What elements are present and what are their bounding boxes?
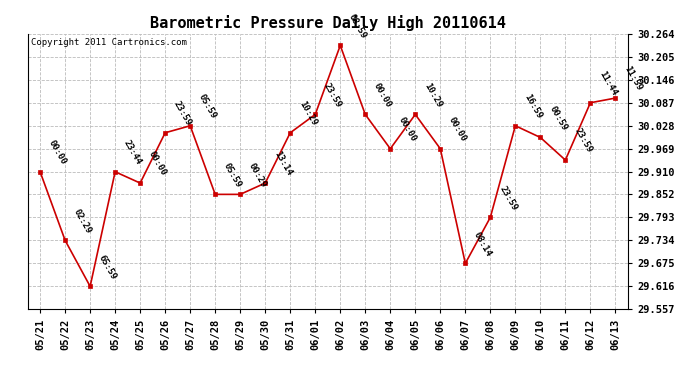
Text: 00:00: 00:00: [47, 138, 68, 166]
Text: 05:59: 05:59: [197, 92, 218, 120]
Text: 00:00: 00:00: [397, 116, 418, 143]
Text: 11:44: 11:44: [598, 69, 618, 97]
Text: Copyright 2011 Cartronics.com: Copyright 2011 Cartronics.com: [30, 38, 186, 47]
Text: 00:00: 00:00: [372, 81, 393, 109]
Text: 23:59: 23:59: [322, 81, 344, 109]
Text: 13:14: 13:14: [272, 150, 293, 177]
Text: 02:29: 02:29: [72, 207, 93, 235]
Text: 23:59: 23:59: [572, 127, 593, 154]
Text: 08:14: 08:14: [472, 230, 493, 258]
Text: 00:59: 00:59: [547, 104, 569, 132]
Text: 00:00: 00:00: [447, 116, 469, 143]
Text: 08:59: 08:59: [347, 12, 368, 40]
Text: 05:59: 05:59: [222, 161, 244, 189]
Text: 23:44: 23:44: [122, 138, 144, 166]
Text: 16:59: 16:59: [522, 92, 544, 120]
Title: Barometric Pressure Daily High 20110614: Barometric Pressure Daily High 20110614: [150, 15, 506, 31]
Text: 00:29: 00:29: [247, 161, 268, 189]
Text: 65:59: 65:59: [97, 253, 118, 281]
Text: 00:00: 00:00: [147, 150, 168, 177]
Text: 10:29: 10:29: [297, 99, 318, 127]
Text: 10:29: 10:29: [422, 81, 444, 109]
Text: 23:59: 23:59: [497, 184, 518, 212]
Text: 11:59: 11:59: [622, 65, 644, 93]
Text: 23:59: 23:59: [172, 99, 193, 127]
